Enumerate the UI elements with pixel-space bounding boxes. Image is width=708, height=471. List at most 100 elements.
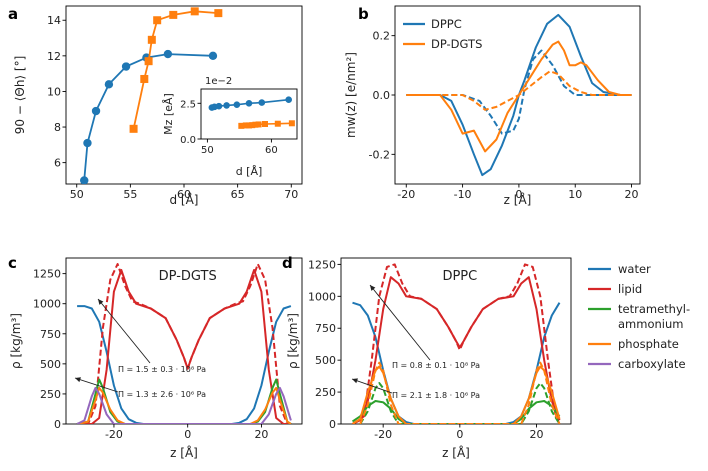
annotation-text: Π = 1.3 ± 2.6 · 10⁶ Pa <box>118 390 206 399</box>
data-point-dppc <box>91 106 101 116</box>
inset-point-dppc <box>285 96 292 104</box>
plot-frame <box>65 5 303 185</box>
y-tick-label: 250 <box>40 388 61 401</box>
arrow-head <box>352 378 358 384</box>
panel-label-d: d <box>282 254 293 272</box>
x-tick-label: 60 <box>265 145 278 156</box>
y-tick-label: 6 <box>54 157 61 170</box>
panel-c-data <box>76 263 292 424</box>
arrow-head <box>75 377 81 383</box>
x-tick-label: -20 <box>374 428 392 441</box>
x-tick-label: 50 <box>201 145 214 156</box>
legend-b: DPPC DP-DGTS <box>403 17 482 51</box>
inset-point-dp-dgts <box>262 121 268 127</box>
inset-point-dppc <box>245 99 253 107</box>
inset-point-dp-dgts <box>288 120 295 127</box>
data-point-dppc <box>80 176 89 184</box>
arrow-head <box>370 285 376 291</box>
inset-point-dp-dgts <box>252 121 259 128</box>
axes-c: -20 0 20 0 250 500 750 1000 1250 <box>33 257 303 441</box>
x-tick-label: -10 <box>454 188 472 201</box>
panel-title: DPPC <box>442 269 477 284</box>
y-axis-label: mw(z) [e/nm²] <box>344 52 358 138</box>
panel-d-data <box>351 263 561 424</box>
data-point-dppc <box>83 138 92 148</box>
y-tick-label: 1000 <box>33 298 61 311</box>
series-line-tetramethyl-ammonium-solid <box>76 378 292 424</box>
y-tick-label: 0 <box>54 418 61 431</box>
y-tick-label: 0 <box>329 418 336 431</box>
y-tick-label: 12 <box>47 50 61 63</box>
series-line-phosphate-dashed <box>359 361 561 424</box>
inset-x-label: d [Å] <box>236 165 263 178</box>
x-tick-label: 0 <box>456 428 463 441</box>
x-axis-label: z [Å] <box>442 445 470 460</box>
x-axis-label: z [Å] <box>504 192 532 207</box>
inset-point-dp-dgts <box>242 122 249 129</box>
axes-d: -20 0 20 0 250 500 750 1000 1250 <box>308 257 572 441</box>
data-point-dp-dgts <box>214 9 223 18</box>
inset-point-dp-dgts <box>249 122 256 129</box>
annotation-text: Π = 2.1 ± 1.8 · 10⁶ Pa <box>392 391 480 400</box>
inset-point-dppc <box>233 101 241 109</box>
annotation-arrow <box>74 377 119 393</box>
y-tick-label: 0.0 <box>373 89 391 102</box>
x-tick-label: 50 <box>70 188 84 201</box>
inset-point-dppc <box>215 102 223 110</box>
data-point-dp-dgts <box>153 16 162 25</box>
annotation-text: Π = 0.8 ± 0.1 · 10⁸ Pa <box>392 361 480 370</box>
y-tick-label: 14 <box>47 14 61 27</box>
data-point-dppc <box>163 49 173 59</box>
x-tick-label: 0 <box>184 428 191 441</box>
annotation-arrow <box>97 298 151 364</box>
series-line-dp-dgts-solid <box>406 40 632 153</box>
x-tick-label: 10 <box>568 188 582 201</box>
axes-b: -20 -10 0 10 20 -0.2 0.0 0.2 <box>369 5 641 201</box>
y-tick-label: 0.0 <box>180 135 196 146</box>
y-tick-label: 10 <box>47 85 61 98</box>
x-axis-label: z [Å] <box>170 445 198 460</box>
y-tick-label: 500 <box>40 358 61 371</box>
legend-label: phosphate <box>618 337 679 351</box>
inset-point-dp-dgts <box>238 122 245 129</box>
legend-label: water <box>618 262 651 276</box>
series-line-lipid-dashed <box>351 263 561 424</box>
legend-densities: water lipid tetramethyl-ammonium phosphate c… <box>588 262 690 371</box>
data-point-dp-dgts <box>169 10 178 19</box>
x-tick-label: 0 <box>515 188 522 201</box>
y-axis-label: ρ [kg/m³] <box>286 313 300 369</box>
x-tick-label: 20 <box>625 188 639 201</box>
y-tick-label: 750 <box>40 328 61 341</box>
x-tick-label: 70 <box>284 188 298 201</box>
series-line-lipid-dashed <box>77 263 291 424</box>
y-tick-label: 250 <box>315 386 336 399</box>
legend-label: DPPC <box>431 17 462 31</box>
inset-data <box>208 96 295 129</box>
series-line-dp-dgts <box>132 10 219 129</box>
annotation-text: Π = 1.5 ± 0.3 · 10⁸ Pa <box>118 365 206 374</box>
inset-point-dppc <box>223 102 230 109</box>
plot-frame <box>200 88 298 140</box>
x-tick-label: 55 <box>123 188 137 201</box>
y-tick-label: 2.5 <box>180 99 196 110</box>
legend-label: lipid <box>618 282 642 296</box>
annotation-arrow <box>369 284 431 361</box>
axes-a-inset: 50 60 0.0 2.5 <box>180 88 298 156</box>
series-line-dppc-dashed <box>406 49 632 135</box>
series-line-water-solid <box>77 305 292 424</box>
y-tick-label: 0.2 <box>373 30 391 43</box>
panel-b-data <box>406 13 632 177</box>
x-tick-label: 60 <box>177 188 191 201</box>
legend-label: DP-DGTS <box>431 37 482 51</box>
panel-label-b: b <box>358 5 369 23</box>
legend-label: ammonium <box>618 317 683 331</box>
annotation-arrow <box>351 378 393 394</box>
x-tick-label: 20 <box>530 428 544 441</box>
data-point-dppc <box>121 62 131 71</box>
data-point-dp-dgts <box>140 74 149 83</box>
inset-point-dp-dgts <box>274 120 281 127</box>
series-line-dp-dgts-dashed <box>406 70 632 111</box>
y-tick-label: 1000 <box>308 290 336 303</box>
series-line-dppc-solid <box>406 13 632 177</box>
